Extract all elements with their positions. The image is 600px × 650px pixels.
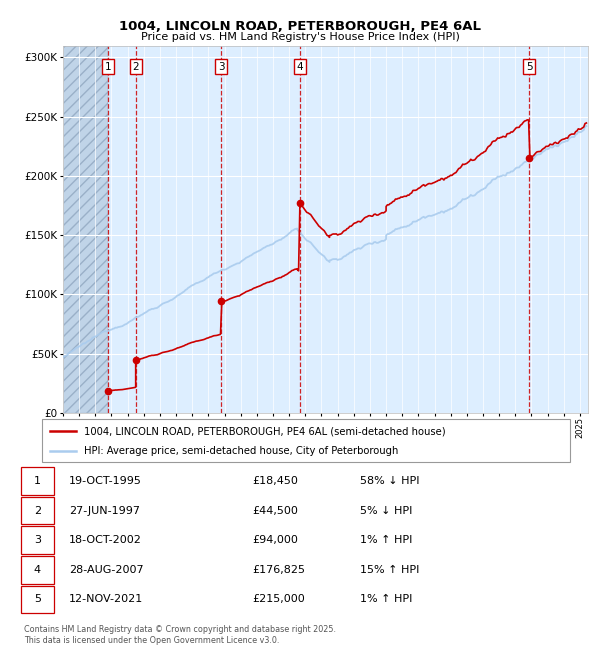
Text: HPI: Average price, semi-detached house, City of Peterborough: HPI: Average price, semi-detached house,… [84, 447, 398, 456]
Text: 58% ↓ HPI: 58% ↓ HPI [360, 476, 419, 486]
Text: 4: 4 [296, 62, 303, 72]
Text: 2: 2 [34, 506, 41, 515]
FancyBboxPatch shape [42, 419, 570, 461]
Text: 2: 2 [133, 62, 139, 72]
Text: £176,825: £176,825 [252, 565, 305, 575]
Text: 1004, LINCOLN ROAD, PETERBOROUGH, PE4 6AL (semi-detached house): 1004, LINCOLN ROAD, PETERBOROUGH, PE4 6A… [84, 426, 446, 436]
Bar [63, 46, 108, 413]
Text: 19-OCT-1995: 19-OCT-1995 [69, 476, 142, 486]
Text: £18,450: £18,450 [252, 476, 298, 486]
Text: 1: 1 [105, 62, 112, 72]
Text: 5: 5 [34, 595, 41, 604]
Text: 1: 1 [34, 476, 41, 486]
Text: 5% ↓ HPI: 5% ↓ HPI [360, 506, 412, 515]
Text: 1% ↑ HPI: 1% ↑ HPI [360, 535, 412, 545]
Text: 5: 5 [526, 62, 533, 72]
Text: £94,000: £94,000 [252, 535, 298, 545]
Text: 4: 4 [34, 565, 41, 575]
Text: 3: 3 [218, 62, 224, 72]
Text: 1% ↑ HPI: 1% ↑ HPI [360, 595, 412, 604]
Text: Contains HM Land Registry data © Crown copyright and database right 2025.
This d: Contains HM Land Registry data © Crown c… [24, 625, 336, 645]
Text: £44,500: £44,500 [252, 506, 298, 515]
Text: Price paid vs. HM Land Registry's House Price Index (HPI): Price paid vs. HM Land Registry's House … [140, 32, 460, 42]
Text: £215,000: £215,000 [252, 595, 305, 604]
Text: 27-JUN-1997: 27-JUN-1997 [69, 506, 140, 515]
Text: 3: 3 [34, 535, 41, 545]
Text: 1004, LINCOLN ROAD, PETERBOROUGH, PE4 6AL: 1004, LINCOLN ROAD, PETERBOROUGH, PE4 6A… [119, 20, 481, 32]
Text: 12-NOV-2021: 12-NOV-2021 [69, 595, 143, 604]
Text: 28-AUG-2007: 28-AUG-2007 [69, 565, 143, 575]
Text: 18-OCT-2002: 18-OCT-2002 [69, 535, 142, 545]
Text: 15% ↑ HPI: 15% ↑ HPI [360, 565, 419, 575]
